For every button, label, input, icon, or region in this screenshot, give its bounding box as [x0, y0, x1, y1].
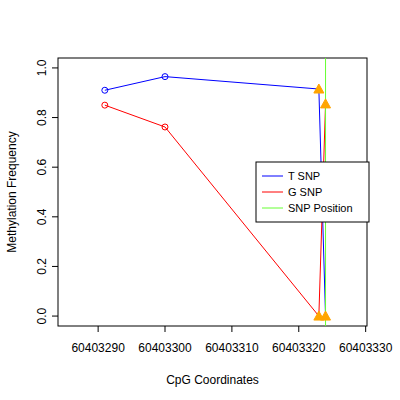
- plot-frame: [58, 58, 367, 326]
- series-line: [105, 77, 326, 316]
- y-tick: [52, 67, 58, 68]
- x-tick: [298, 326, 299, 332]
- legend: T SNP G SNP SNP Position: [256, 162, 369, 222]
- y-tick: [52, 316, 58, 317]
- x-tick-label: 60403310: [205, 341, 259, 355]
- x-tick: [365, 326, 366, 332]
- x-tick-label: 60403300: [138, 341, 192, 355]
- snp-point-marker: [314, 84, 324, 93]
- plot-area: [102, 58, 331, 326]
- x-tick-label: 60403330: [339, 341, 393, 355]
- x-tick: [165, 326, 166, 332]
- x-axis-title: CpG Coordinates: [166, 373, 259, 387]
- point-marker: [102, 102, 108, 108]
- chart: 60403290 60403300 60403310 60403320 60403330…: [0, 0, 400, 400]
- legend-label: SNP Position: [288, 202, 353, 214]
- x-tick-label: 60403320: [272, 341, 326, 355]
- y-tick: [52, 117, 58, 118]
- y-tick-label: 1.0: [35, 59, 49, 76]
- legend-label: G SNP: [288, 186, 322, 198]
- y-axis-title: Methylation Frequency: [5, 131, 19, 252]
- y-tick: [52, 167, 58, 168]
- point-marker: [162, 74, 168, 80]
- snp-point-marker: [314, 311, 324, 320]
- y-tick: [52, 216, 58, 217]
- snp-point-marker: [321, 99, 331, 108]
- x-tick: [98, 326, 99, 332]
- legend-swatch: [262, 192, 283, 193]
- point-marker: [162, 124, 168, 130]
- y-tick-label: 0.0: [35, 307, 49, 324]
- x-tick: [231, 326, 232, 332]
- point-marker: [102, 87, 108, 93]
- legend-box: [256, 162, 369, 222]
- y-tick-label: 0.6: [35, 159, 49, 176]
- y-tick-label: 0.8: [35, 109, 49, 126]
- legend-label: T SNP: [288, 170, 320, 182]
- y-tick: [52, 266, 58, 267]
- y-tick-label: 0.4: [35, 208, 49, 225]
- legend-swatch: [262, 176, 283, 177]
- legend-swatch: [262, 208, 283, 209]
- x-tick-label: 60403290: [71, 341, 125, 355]
- y-tick-label: 0.2: [35, 258, 49, 275]
